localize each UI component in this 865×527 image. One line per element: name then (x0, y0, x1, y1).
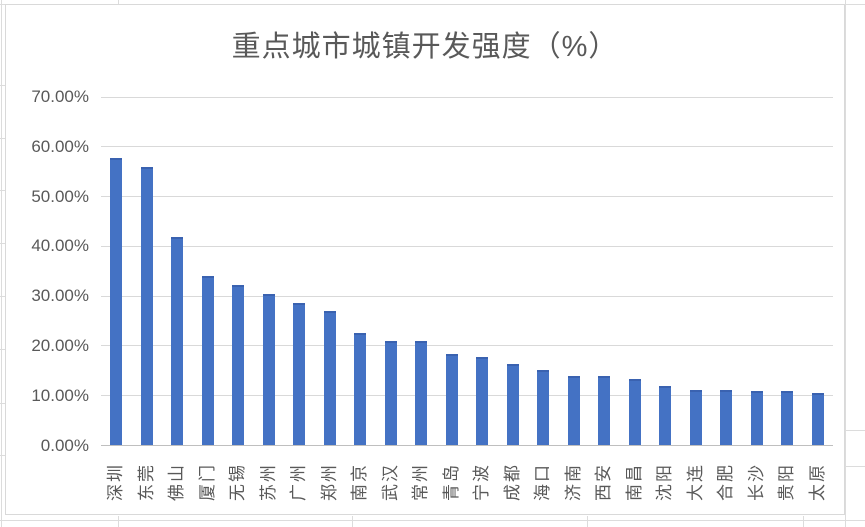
bar[interactable] (628, 378, 641, 446)
spreadsheet-gridline (118, 0, 119, 4)
y-axis-tick-label: 30.00% (31, 286, 89, 306)
bar[interactable] (689, 389, 702, 446)
x-axis-tick-label: 海口 (533, 463, 553, 501)
bar[interactable] (659, 385, 672, 446)
bar[interactable] (476, 357, 489, 446)
bar[interactable] (293, 303, 306, 446)
spreadsheet-gridline (352, 516, 353, 527)
x-axis-line (101, 445, 833, 446)
x-axis-tick-label: 广州 (289, 463, 309, 501)
bar[interactable] (323, 310, 336, 446)
x-axis-tick-label: 佛山 (167, 463, 187, 501)
spreadsheet-gridline (587, 516, 588, 527)
x-axis-tick-label: 成都 (502, 463, 522, 501)
spreadsheet-gridline (0, 190, 5, 191)
bar[interactable] (598, 375, 611, 446)
y-gridline (101, 395, 833, 397)
spreadsheet-gridline (0, 85, 5, 86)
chart-frame[interactable]: 重点城市城镇开发强度（%） 70.00% 60.00% 50.00% 40.00% 30… (5, 4, 845, 515)
y-axis-tick-label: 50.00% (31, 186, 89, 206)
spreadsheet-gridline (0, 138, 5, 139)
y-axis-tick-label: 0.00% (40, 435, 89, 455)
y-axis-tick-label: 70.00% (31, 87, 89, 106)
x-axis-tick-label: 济南 (563, 463, 583, 501)
spreadsheet-gridline (0, 243, 5, 244)
x-axis-tick-label: 合肥 (716, 463, 736, 501)
spreadsheet-gridline (0, 520, 865, 521)
y-gridline (101, 146, 833, 148)
x-axis-tick-label: 常州 (411, 463, 431, 501)
y-axis-tick-label: 60.00% (31, 136, 89, 156)
bar[interactable] (750, 391, 763, 446)
spreadsheet-gridline (0, 296, 5, 297)
x-axis-tick-label: 厦门 (197, 463, 217, 501)
spreadsheet-gridline (1, 0, 2, 527)
bar[interactable] (354, 333, 367, 446)
spreadsheet-gridline (846, 430, 865, 431)
x-axis-tick-label: 贵阳 (777, 463, 797, 501)
y-gridline (101, 295, 833, 297)
y-gridline (101, 196, 833, 198)
x-axis-tick-label: 南京 (350, 463, 370, 501)
x-axis-tick-label: 深圳 (106, 463, 126, 501)
y-axis-tick-label: 40.00% (31, 236, 89, 256)
x-axis-tick-label: 郑州 (319, 463, 339, 501)
bar[interactable] (567, 375, 580, 446)
bar[interactable] (720, 390, 733, 446)
bar[interactable] (171, 237, 184, 446)
x-axis-tick-label: 沈阳 (655, 463, 675, 501)
spreadsheet-gridline (0, 403, 5, 404)
spreadsheet-gridline (0, 455, 5, 456)
bar[interactable] (811, 393, 824, 446)
y-gridline (101, 245, 833, 247)
x-axis-tick-label: 武汉 (380, 463, 400, 501)
y-axis-tick-label: 20.00% (31, 335, 89, 355)
bar[interactable] (232, 285, 245, 446)
x-axis-tick-label: 大连 (685, 463, 705, 501)
bar[interactable] (201, 275, 214, 446)
spreadsheet-gridline (0, 349, 5, 350)
x-axis-tick-label: 宁波 (472, 463, 492, 501)
bar[interactable] (110, 158, 123, 446)
bar[interactable] (415, 340, 428, 446)
x-axis-tick-label: 长沙 (746, 463, 766, 501)
x-axis-tick-label: 南昌 (624, 463, 644, 501)
y-axis-tick-label: 10.00% (31, 385, 89, 405)
x-axis-tick-label: 东莞 (136, 463, 156, 501)
bar[interactable] (781, 391, 794, 446)
bar[interactable] (537, 369, 550, 446)
x-axis-tick-label: 太原 (807, 463, 827, 501)
bar[interactable] (445, 353, 458, 446)
chart-title[interactable]: 重点城市城镇开发强度（%） (231, 31, 619, 63)
x-axis-tick-label: 青岛 (441, 463, 461, 501)
y-gridline (101, 345, 833, 347)
bar[interactable] (262, 294, 275, 446)
x-axis-tick-label: 无锡 (228, 463, 248, 501)
bar[interactable] (384, 340, 397, 446)
spreadsheet-gridline (846, 466, 865, 467)
spreadsheet-gridline (118, 516, 119, 527)
bar[interactable] (140, 166, 153, 446)
y-gridline (101, 96, 833, 98)
x-axis-tick-label: 西安 (594, 463, 614, 501)
x-axis-tick-label: 苏州 (258, 463, 278, 501)
bar[interactable] (506, 363, 519, 446)
spreadsheet-gridline (845, 0, 846, 527)
spreadsheet-gridline (803, 516, 804, 527)
